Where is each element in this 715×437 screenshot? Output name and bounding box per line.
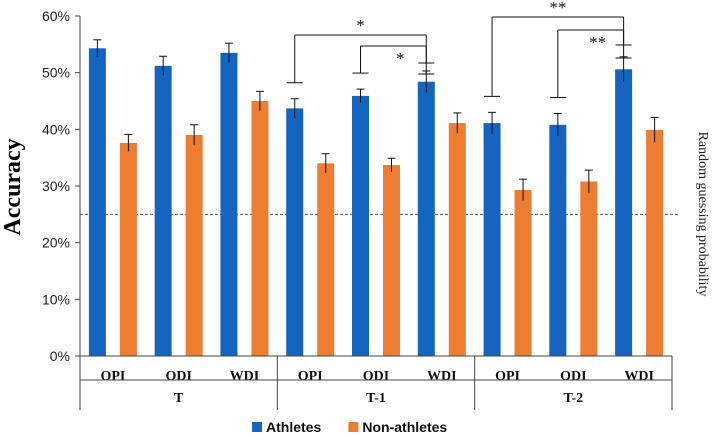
significance-label: ** (589, 33, 606, 52)
y-tick-label: 20% (42, 235, 70, 251)
y-tick-label: 10% (42, 291, 70, 307)
non-athletes-bar (317, 163, 335, 356)
axes-layer: 0% 10% 20% 30% 40% 50% 60% OPI ODI WDI OPI ODI WDI OP… (42, 8, 673, 410)
athletes-bar (286, 108, 304, 356)
category-label: ODI (363, 369, 389, 384)
athletes-bar (417, 81, 435, 356)
significance-label: * (356, 16, 365, 35)
category-label: WDI (230, 369, 260, 384)
non-athletes-bar (646, 129, 664, 356)
athletes-legend-swatch (252, 422, 262, 432)
non-athletes-bar (185, 135, 203, 356)
category-label: OPI (298, 369, 323, 384)
non-athletes-legend-label: Non-athletes (362, 419, 447, 435)
athletes-bar (88, 48, 106, 357)
athletes-bar (615, 69, 633, 357)
non-athletes-bar (580, 181, 598, 356)
athletes-bar (220, 52, 238, 356)
athletes-bar (549, 124, 567, 356)
random-guess-label: Random guessing probability (695, 132, 710, 297)
significance-label: * (396, 49, 405, 68)
non-athletes-bar (448, 123, 466, 356)
category-label: OPI (495, 369, 520, 384)
y-tick-label: 60% (42, 8, 70, 24)
athletes-bar (154, 65, 172, 356)
group-label: T-2 (563, 391, 583, 406)
athletes-bar (352, 95, 369, 357)
category-label: OPI (100, 369, 125, 384)
athletes-legend-label: Athletes (266, 419, 321, 435)
significance-layer: ****** (286, 0, 632, 98)
y-tick-label: 0% (50, 348, 70, 364)
non-athletes-legend-swatch (348, 422, 359, 432)
group-label: T-1 (366, 391, 386, 406)
category-label: ODI (165, 369, 191, 384)
y-axis-title: Accuracy (0, 138, 26, 235)
category-label: WDI (427, 369, 457, 384)
non-athletes-bar (383, 165, 400, 356)
non-athletes-bar (119, 142, 137, 356)
group-label: T (174, 391, 184, 406)
y-tick-label: 50% (42, 65, 70, 81)
significance-label: ** (549, 0, 566, 17)
category-label: WDI (624, 369, 654, 384)
category-label: ODI (560, 369, 586, 384)
y-tick-label: 40% (42, 121, 70, 137)
non-athletes-bar (514, 189, 532, 356)
bars-layer (88, 39, 664, 357)
legend: Athletes Non-athletes (252, 419, 447, 435)
non-athletes-bar (251, 101, 269, 356)
athletes-bar (483, 123, 501, 356)
y-tick-label: 30% (42, 178, 70, 194)
